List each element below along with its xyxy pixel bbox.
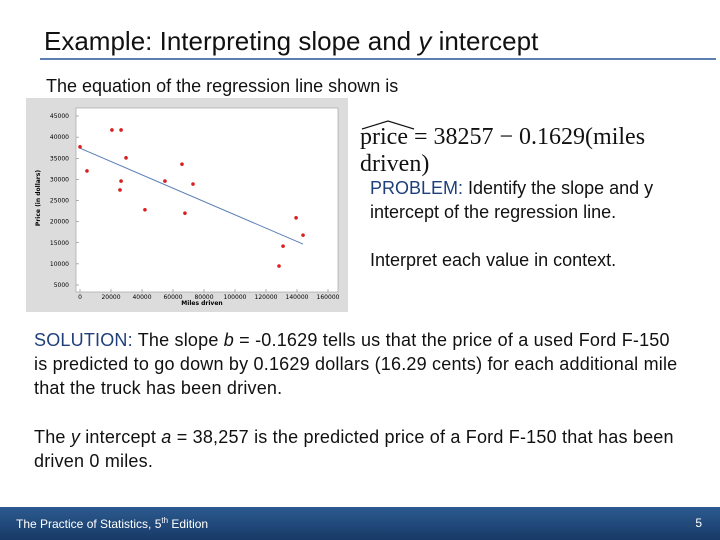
intro: The equation of the regression line show… <box>46 76 399 96</box>
y-tick-label: 40000 <box>50 134 69 141</box>
x-tick-label: 80000 <box>194 294 213 301</box>
data-point <box>281 244 285 248</box>
eq-lhs-text: price <box>360 124 408 150</box>
problem-label: PROBLEM: <box>370 178 464 198</box>
x-tick-label: 0 <box>78 294 82 301</box>
x-tick-label: 40000 <box>132 294 151 301</box>
data-point <box>294 216 298 220</box>
regression-line <box>79 147 304 245</box>
data-point <box>119 128 123 132</box>
y-tick-label: 15000 <box>50 240 69 247</box>
data-point <box>277 264 281 268</box>
footer-book: The Practice of Statistics, 5th Edition <box>16 516 208 531</box>
intercept: The y intercept a = 38,257 is the predic… <box>34 425 684 473</box>
data-point <box>78 145 82 149</box>
y-tick-label: 35000 <box>50 155 69 162</box>
y-tick-label: 20000 <box>50 219 69 226</box>
intercept-text: = 38,257 is the predicted price of a For… <box>34 427 674 471</box>
interpret: Interpret each value in context. <box>370 250 617 270</box>
data-point <box>180 162 184 166</box>
solution-text: = -0.1629 tells us that the price of a u… <box>34 330 678 398</box>
data-point <box>183 211 187 215</box>
title-rule <box>40 58 716 60</box>
scatter-chart: 5000 10000 15000 20000 25000 30000 35000 40000 4… <box>26 98 348 312</box>
hat <box>361 120 415 130</box>
x-axis-label: Miles driven <box>181 300 222 307</box>
footer: The Practice of Statistics, 5th Edition … <box>0 507 720 540</box>
book-title: The Practice of Statistics, 5 <box>16 517 162 531</box>
x-tick-label: 20000 <box>101 294 120 301</box>
data-point <box>301 233 305 237</box>
y-tick-label: 5000 <box>54 282 69 289</box>
book-edition: Edition <box>168 517 209 531</box>
x-tick-label: 160000 <box>317 294 340 301</box>
x-tick-label: 140000 <box>286 294 309 301</box>
intercept-text: y <box>70 427 81 447</box>
x-tick-label: 120000 <box>255 294 278 301</box>
solution: SOLUTION: The slope b = -0.1629 tells us… <box>34 328 684 400</box>
data-point <box>119 179 123 183</box>
book-sup: th <box>161 516 169 525</box>
page-number: 5 <box>695 516 702 530</box>
data-point <box>191 182 195 186</box>
title-text: y <box>418 26 432 56</box>
data-point <box>143 207 147 212</box>
intercept-text: intercept <box>80 427 162 447</box>
y-axis-label: Price (in dollars) <box>35 170 42 226</box>
solution-text: The slope <box>132 330 224 350</box>
solution-text: b <box>223 330 234 350</box>
data-point <box>163 179 167 183</box>
y-tick-label: 30000 <box>50 176 69 183</box>
intercept-text: a <box>161 427 172 447</box>
y-tick-label: 45000 <box>50 113 69 120</box>
solution-label: SOLUTION: <box>34 330 133 350</box>
plot-area <box>75 107 339 293</box>
data-point <box>85 169 89 173</box>
data-point <box>124 156 128 160</box>
title: Example: Interpreting slope and y interc… <box>44 26 538 57</box>
y-tick-label: 25000 <box>50 198 69 205</box>
data-point <box>118 188 122 192</box>
equation: price = 38257 − 0.1629(miles driven) <box>360 120 720 178</box>
x-tick-label: 60000 <box>163 294 182 301</box>
data-point <box>110 128 114 132</box>
y-tick-label: 10000 <box>50 261 69 268</box>
title-text: Example: Interpreting slope and <box>44 26 419 56</box>
problem-text: Identify the slope and y intercept of th… <box>370 178 654 222</box>
eq-rhs: = 38257 − 0.1629(miles driven) <box>360 124 646 177</box>
problem: PROBLEM: Identify the slope and y interc… <box>370 176 690 224</box>
title-text: intercept <box>431 26 539 56</box>
intercept-text: The <box>34 427 71 447</box>
x-tick-label: 100000 <box>224 294 247 301</box>
eq-lhs: price <box>360 120 415 150</box>
